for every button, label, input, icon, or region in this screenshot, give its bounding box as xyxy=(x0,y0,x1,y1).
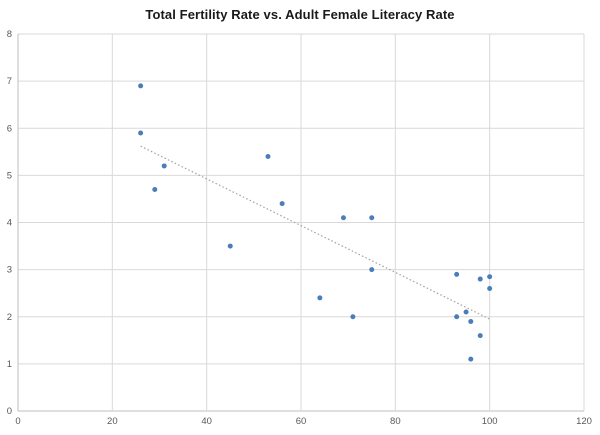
data-point xyxy=(454,271,460,277)
x-tick-label: 80 xyxy=(390,416,401,427)
x-tick-label: 120 xyxy=(576,416,592,427)
y-tick-label: 2 xyxy=(7,312,12,323)
y-tick-label: 3 xyxy=(7,265,12,276)
data-point xyxy=(477,276,483,282)
data-point xyxy=(152,187,158,193)
x-tick-label: 0 xyxy=(15,416,20,427)
x-tick-label: 100 xyxy=(482,416,498,427)
chart-title: Total Fertility Rate vs. Adult Female Li… xyxy=(145,7,455,22)
y-tick-label: 0 xyxy=(7,406,12,417)
data-point xyxy=(138,130,144,136)
data-point xyxy=(369,267,375,273)
data-point xyxy=(487,285,493,291)
y-tick-label: 7 xyxy=(7,76,12,87)
y-tick-label: 8 xyxy=(7,29,12,40)
data-point xyxy=(340,215,346,221)
data-point xyxy=(161,163,167,169)
data-point xyxy=(227,243,233,249)
y-tick-label: 4 xyxy=(7,218,12,229)
data-point xyxy=(369,215,375,221)
data-point xyxy=(454,314,460,320)
data-point xyxy=(487,274,493,280)
trendline xyxy=(140,145,490,320)
y-tick-label: 5 xyxy=(7,170,12,181)
data-point xyxy=(350,314,356,320)
data-point xyxy=(468,318,474,324)
x-tick-label: 40 xyxy=(201,416,212,427)
data-point xyxy=(468,356,474,362)
data-point xyxy=(265,154,271,160)
data-point xyxy=(138,83,144,89)
x-tick-label: 60 xyxy=(296,416,307,427)
data-point xyxy=(477,333,483,339)
y-tick-label: 6 xyxy=(7,123,12,134)
data-point xyxy=(463,309,469,315)
data-point xyxy=(279,201,285,207)
y-tick-label: 1 xyxy=(7,359,12,370)
data-point xyxy=(317,295,323,301)
x-tick-label: 20 xyxy=(107,416,118,427)
